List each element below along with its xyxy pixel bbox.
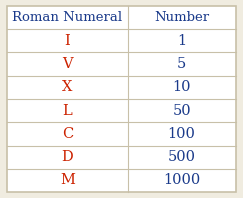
Text: 5: 5 bbox=[177, 57, 186, 71]
Text: M: M bbox=[60, 173, 75, 188]
Text: 50: 50 bbox=[172, 104, 191, 118]
Text: 100: 100 bbox=[168, 127, 196, 141]
Text: V: V bbox=[62, 57, 73, 71]
Text: 10: 10 bbox=[172, 80, 191, 94]
Text: D: D bbox=[61, 150, 73, 164]
Text: 500: 500 bbox=[168, 150, 196, 164]
Text: 1000: 1000 bbox=[163, 173, 200, 188]
Text: X: X bbox=[62, 80, 73, 94]
Text: 1: 1 bbox=[177, 34, 186, 48]
Text: L: L bbox=[62, 104, 72, 118]
Text: I: I bbox=[65, 34, 70, 48]
Text: Number: Number bbox=[154, 11, 209, 24]
Text: Roman Numeral: Roman Numeral bbox=[12, 11, 122, 24]
Text: C: C bbox=[62, 127, 73, 141]
